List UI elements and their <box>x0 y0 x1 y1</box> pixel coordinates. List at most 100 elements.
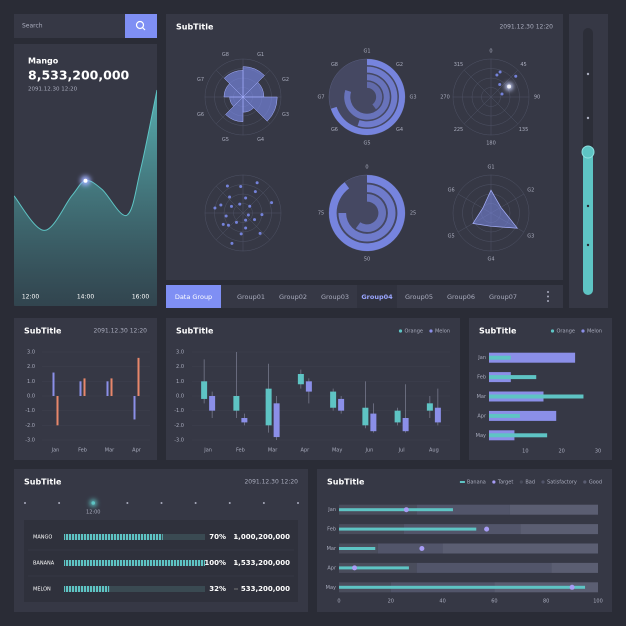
bar <box>52 372 55 396</box>
angular-tick-label: G3 <box>282 112 289 118</box>
timeline-dot <box>262 502 265 504</box>
slider-handle[interactable] <box>581 145 595 159</box>
box <box>394 410 401 423</box>
tab[interactable]: Group05 <box>405 293 433 301</box>
polar-point <box>270 201 274 205</box>
panel <box>166 318 460 460</box>
angular-tick-label: G7 <box>317 95 324 101</box>
bar <box>489 413 520 418</box>
row-amount: 1,533,200,000 <box>233 559 290 567</box>
panel-title: SubTitle <box>24 478 62 487</box>
angular-tick-label: G2 <box>282 77 289 83</box>
legend-swatch <box>581 329 585 333</box>
row-name: BANANA <box>33 561 55 567</box>
legend-swatch <box>541 480 545 484</box>
polar-point <box>238 202 242 206</box>
more-menu[interactable] <box>547 291 549 302</box>
angular-tick-label: G5 <box>448 234 455 240</box>
y-tick-label: -1.0 <box>25 408 35 414</box>
angular-tick-label: G1 <box>487 165 494 171</box>
polar-spoke <box>490 69 519 98</box>
search-input[interactable] <box>14 14 125 38</box>
search-button[interactable] <box>125 14 157 38</box>
progress-bar <box>64 586 110 592</box>
bar <box>489 410 557 421</box>
summary-title: Mango <box>28 57 59 66</box>
y-tick-label: 2.0 <box>176 364 184 370</box>
tab[interactable]: Group03 <box>321 293 349 301</box>
x-tick-label: Mar <box>268 448 278 454</box>
box <box>305 381 312 392</box>
x-tick-label: Mar <box>105 448 115 454</box>
panel-title: SubTitle <box>24 327 62 336</box>
angular-tick-label: G1 <box>363 49 370 55</box>
timeline-dot <box>228 502 231 504</box>
summary-date: 2091.12.30 12:20 <box>28 87 78 93</box>
tab[interactable]: Group04 <box>361 293 393 301</box>
y-tick-label: Feb <box>477 375 486 381</box>
y-tick-label: -3.0 <box>174 438 184 444</box>
tab[interactable]: Group06 <box>447 293 475 301</box>
range-band <box>416 562 552 573</box>
radial-bar <box>367 81 383 110</box>
polar-point <box>255 181 259 185</box>
legend-label: Satisfactory <box>547 480 577 486</box>
timeline-dot <box>91 501 96 505</box>
x-tick-label: 14:00 <box>77 294 94 301</box>
box <box>273 403 280 438</box>
y-tick-label: -2.0 <box>25 423 35 429</box>
progress-label: 70% <box>209 533 226 541</box>
row-amount: 1,000,200,000 <box>233 533 290 541</box>
timeline-dot <box>24 502 26 504</box>
polar-point <box>514 74 518 78</box>
panel-title: SubTitle <box>176 327 214 336</box>
y-tick-label: 3.0 <box>176 350 184 356</box>
legend-label: Orange <box>557 329 575 335</box>
legend-label: Target <box>497 480 514 486</box>
angular-tick-label: 0 <box>365 165 368 171</box>
tab[interactable]: Group02 <box>279 293 307 301</box>
overview-title: SubTitle <box>176 23 214 32</box>
x-tick-label: 20 <box>388 599 394 605</box>
tab-label: Data Group <box>175 293 212 301</box>
summary-headline: 8,533,200,000 <box>28 68 130 83</box>
progress-label: 32% <box>209 585 226 593</box>
polar-spoke <box>215 185 244 214</box>
tab[interactable]: Group07 <box>489 293 517 301</box>
rose-wedge <box>242 96 278 122</box>
row-name: MANGO <box>33 535 52 541</box>
tab-label-bg <box>166 285 221 308</box>
angular-tick-label: G8 <box>331 62 338 68</box>
timeline-dot <box>58 502 61 504</box>
y-tick-label: -1.0 <box>174 408 184 414</box>
x-tick-label: 20 <box>558 449 564 455</box>
y-tick-label: Jan <box>477 355 486 361</box>
legend-label: Bad <box>525 480 535 486</box>
bar <box>489 433 548 438</box>
y-tick-label: 0.0 <box>27 394 35 400</box>
box <box>209 396 216 411</box>
x-tick-label: 40 <box>439 599 445 605</box>
y-tick-label: May <box>476 433 486 439</box>
legend-swatch <box>398 329 403 333</box>
polar-point <box>213 206 217 210</box>
progress-label: 100% <box>204 559 226 567</box>
progress-bar <box>64 560 205 566</box>
bullet-bar <box>339 566 409 570</box>
slider-steps <box>586 72 590 247</box>
timeline-dot <box>126 502 129 504</box>
polar-point <box>253 218 257 222</box>
tab[interactable]: Group01 <box>237 293 265 301</box>
angular-tick-label: G6 <box>197 112 204 118</box>
angular-tick-label: G1 <box>257 52 264 58</box>
range-band <box>551 562 598 573</box>
bullet-bar <box>339 508 453 512</box>
box <box>426 403 433 411</box>
panel-date: 2091.12.30 12:20 <box>244 479 298 486</box>
bullet-bar <box>339 527 477 531</box>
bullet-bar <box>339 585 586 589</box>
angular-tick-label: G6 <box>331 127 338 133</box>
range-band <box>442 543 598 554</box>
polar-point <box>246 213 250 217</box>
legend-label: Melon <box>435 329 450 335</box>
